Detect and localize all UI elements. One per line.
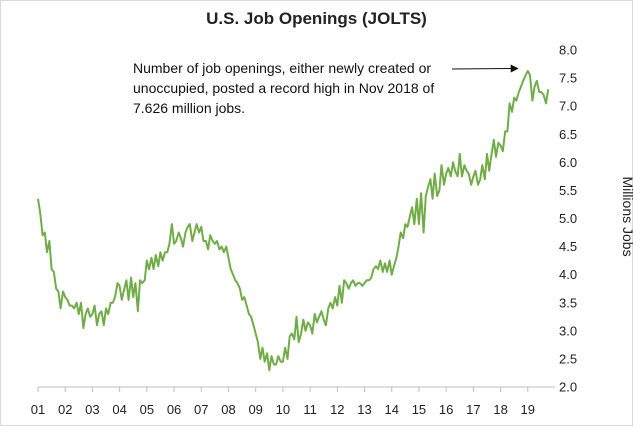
x-tick-label: 16 xyxy=(439,402,453,417)
x-tick-label: 15 xyxy=(412,402,426,417)
axes: 2.0 2.5 3.0 3.5 4.0 4.5 5.0 5.5 6.0 6.5 7.0 7.5 8.0 0… xyxy=(31,43,633,418)
y-tick-label: 5.5 xyxy=(559,183,577,198)
y-tick-label: 6.0 xyxy=(559,155,577,170)
x-tick-label: 12 xyxy=(330,402,344,417)
x-tick-label: 14 xyxy=(385,402,399,417)
annotation-line: unoccupied, posted a record high in Nov … xyxy=(133,80,435,96)
y-tick-label: 2.5 xyxy=(559,351,577,366)
annotation-text: Number of job openings, either newly cre… xyxy=(133,58,473,118)
annotation-line: Number of job openings, either newly cre… xyxy=(133,60,432,76)
y-tick-label: 3.5 xyxy=(559,295,577,310)
y-tick-label: 4.0 xyxy=(559,267,577,282)
series-line xyxy=(37,70,550,372)
x-tick-label: 18 xyxy=(493,402,507,417)
y-tick-label: 6.5 xyxy=(559,127,577,142)
x-tick-label: 11 xyxy=(303,402,317,417)
arrow-line xyxy=(451,64,519,73)
x-tick-label: 08 xyxy=(221,402,235,417)
y-tick-label: 4.5 xyxy=(559,239,577,254)
x-tick-label: 06 xyxy=(167,402,181,417)
y-tick-label: 3.0 xyxy=(559,323,577,338)
annotation-arrow xyxy=(451,64,519,73)
x-tick-label: 03 xyxy=(85,402,99,417)
y-axis-title: Millions Jobs xyxy=(620,176,633,256)
y-tick-label: 5.0 xyxy=(559,211,577,226)
y-tick-label: 8.0 xyxy=(559,43,577,58)
x-tick-label: 02 xyxy=(58,402,72,417)
series-layer xyxy=(37,70,550,372)
y-tick-label: 7.5 xyxy=(559,71,577,86)
x-tick-label: 13 xyxy=(357,402,371,417)
chart-title: U.S. Job Openings (JOLTS) xyxy=(206,9,427,28)
x-tick-label: 01 xyxy=(31,402,45,417)
x-tick-label: 04 xyxy=(112,402,126,417)
annotation-line: 7.626 million jobs. xyxy=(133,100,246,116)
y-tick-label: 2.0 xyxy=(559,380,577,395)
x-tick-label: 10 xyxy=(276,402,290,417)
x-tick-label: 17 xyxy=(466,402,480,417)
x-tick-label: 09 xyxy=(248,402,262,417)
x-tick-label: 19 xyxy=(521,402,535,417)
x-tick-label: 05 xyxy=(140,402,154,417)
y-tick-label: 7.0 xyxy=(559,99,577,114)
x-tick-label: 07 xyxy=(194,402,208,417)
